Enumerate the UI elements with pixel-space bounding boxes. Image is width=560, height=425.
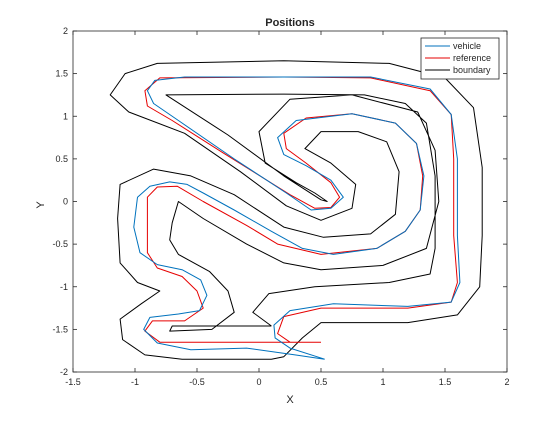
legend-label-boundary: boundary: [453, 65, 491, 75]
plot-frame: [72, 30, 508, 373]
axes: -1.5 -1 -0.5 0 0.5 1 1.5 2-2-1.5-1-0.500.511.52: [52, 26, 509, 387]
x-tick-label: -0.5: [189, 377, 205, 387]
series-layer: [109, 60, 483, 360]
y-tick-label: 1.5: [55, 69, 68, 79]
y-tick-label: 2: [63, 26, 68, 36]
y-axis-label: Y: [35, 201, 47, 209]
x-tick-label: 0: [256, 377, 261, 387]
series-line-boundary-0: [109, 60, 483, 360]
y-tick-label: -1.5: [52, 324, 68, 334]
x-tick-label: 1.5: [439, 377, 452, 387]
y-tick-label: -0.5: [52, 239, 68, 249]
x-tick-label: 2: [504, 377, 509, 387]
y-tick-label: 0.5: [55, 154, 68, 164]
series-line-boundary-1: [165, 93, 440, 332]
chart-title: Positions: [265, 17, 315, 29]
plot-area: [73, 31, 507, 372]
x-tick-label: 0.5: [315, 377, 328, 387]
y-tick-label: 1: [63, 111, 68, 121]
x-axis-label: X: [286, 394, 294, 406]
legend-label-reference: reference: [453, 53, 491, 63]
x-tick-label: -1: [131, 377, 139, 387]
legend-label-vehicle: vehicle: [453, 41, 481, 51]
y-tick-label: -1: [60, 282, 68, 292]
legend: vehicle reference boundary: [420, 37, 500, 80]
x-tick-label: -1.5: [65, 377, 81, 387]
y-tick-label: 0: [63, 197, 68, 207]
x-tick-label: 1: [380, 377, 385, 387]
y-tick-label: -2: [60, 367, 68, 377]
series-line-reference-0: [144, 76, 458, 343]
series-line-vehicle-0: [133, 76, 461, 360]
